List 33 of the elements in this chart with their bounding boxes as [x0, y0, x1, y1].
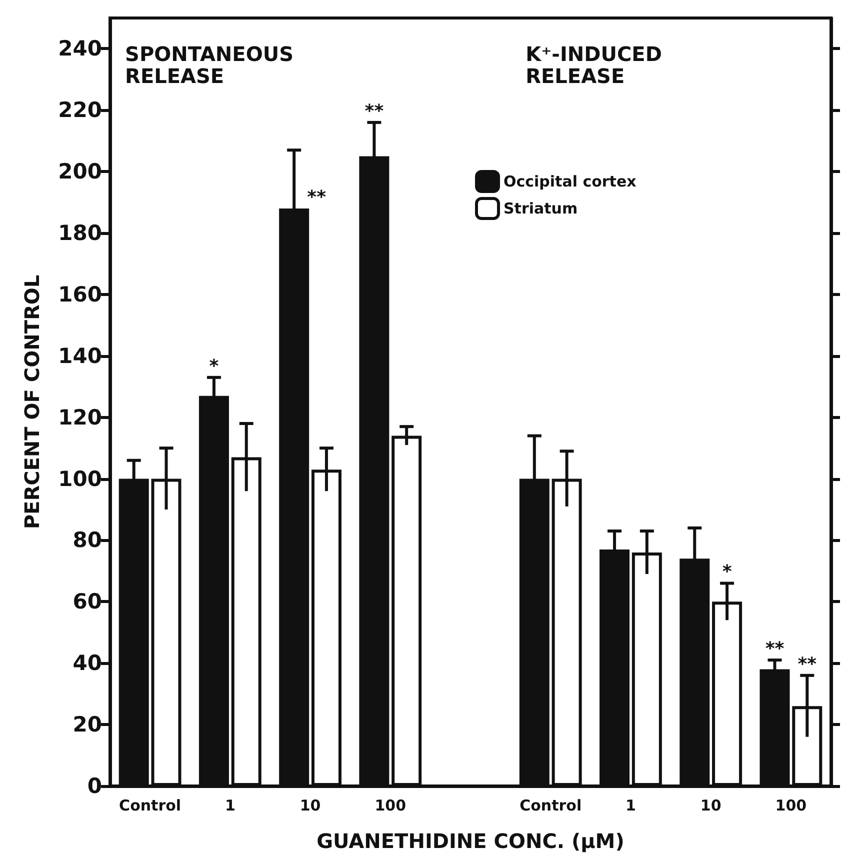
- y-tick-label: 80: [72, 528, 102, 552]
- y-tick-label: 0: [87, 774, 102, 798]
- legend-label: Occipital cortex: [504, 172, 637, 190]
- x-tick-label: 10: [300, 796, 321, 814]
- y-tick-label: 200: [58, 160, 102, 184]
- x-tick-label: 1: [626, 796, 636, 814]
- annotation: K⁺-INDUCED RELEASE: [526, 42, 662, 88]
- y-tick-label: 120: [58, 405, 102, 430]
- data-label: **: [798, 654, 818, 675]
- data-label: **: [765, 638, 785, 660]
- y-tick-label: 220: [58, 98, 102, 122]
- y-tick-label: 240: [58, 36, 102, 61]
- x-tick-label: 100: [775, 796, 807, 814]
- y-tick-label: 60: [72, 590, 102, 614]
- y-tick-label: 180: [58, 221, 102, 246]
- x-tick-label: Control: [119, 796, 182, 814]
- y-tick-label: 140: [58, 344, 102, 368]
- data-label: **: [364, 100, 384, 122]
- data-label: **: [307, 186, 327, 208]
- x-tick-label: Control: [520, 796, 582, 814]
- annotation: SPONTANEOUS RELEASE: [125, 42, 294, 88]
- x-tick-label: 1: [224, 796, 236, 814]
- x-tick-label: 100: [374, 796, 406, 814]
- x-axis-title: GUANETHIDINE CONC. (μM): [316, 829, 624, 853]
- data-label: *: [722, 562, 732, 583]
- y-tick-label: 20: [72, 712, 102, 737]
- y-tick-label: 160: [58, 282, 102, 306]
- y-tick-label: 100: [58, 466, 102, 491]
- y-axis-title: PERCENT OF CONTROL: [20, 274, 44, 530]
- x-tick-label: 10: [700, 796, 722, 814]
- y-tick-label: 40: [72, 651, 102, 676]
- legend-label: Striatum: [504, 200, 578, 218]
- data-label: *: [209, 356, 220, 377]
